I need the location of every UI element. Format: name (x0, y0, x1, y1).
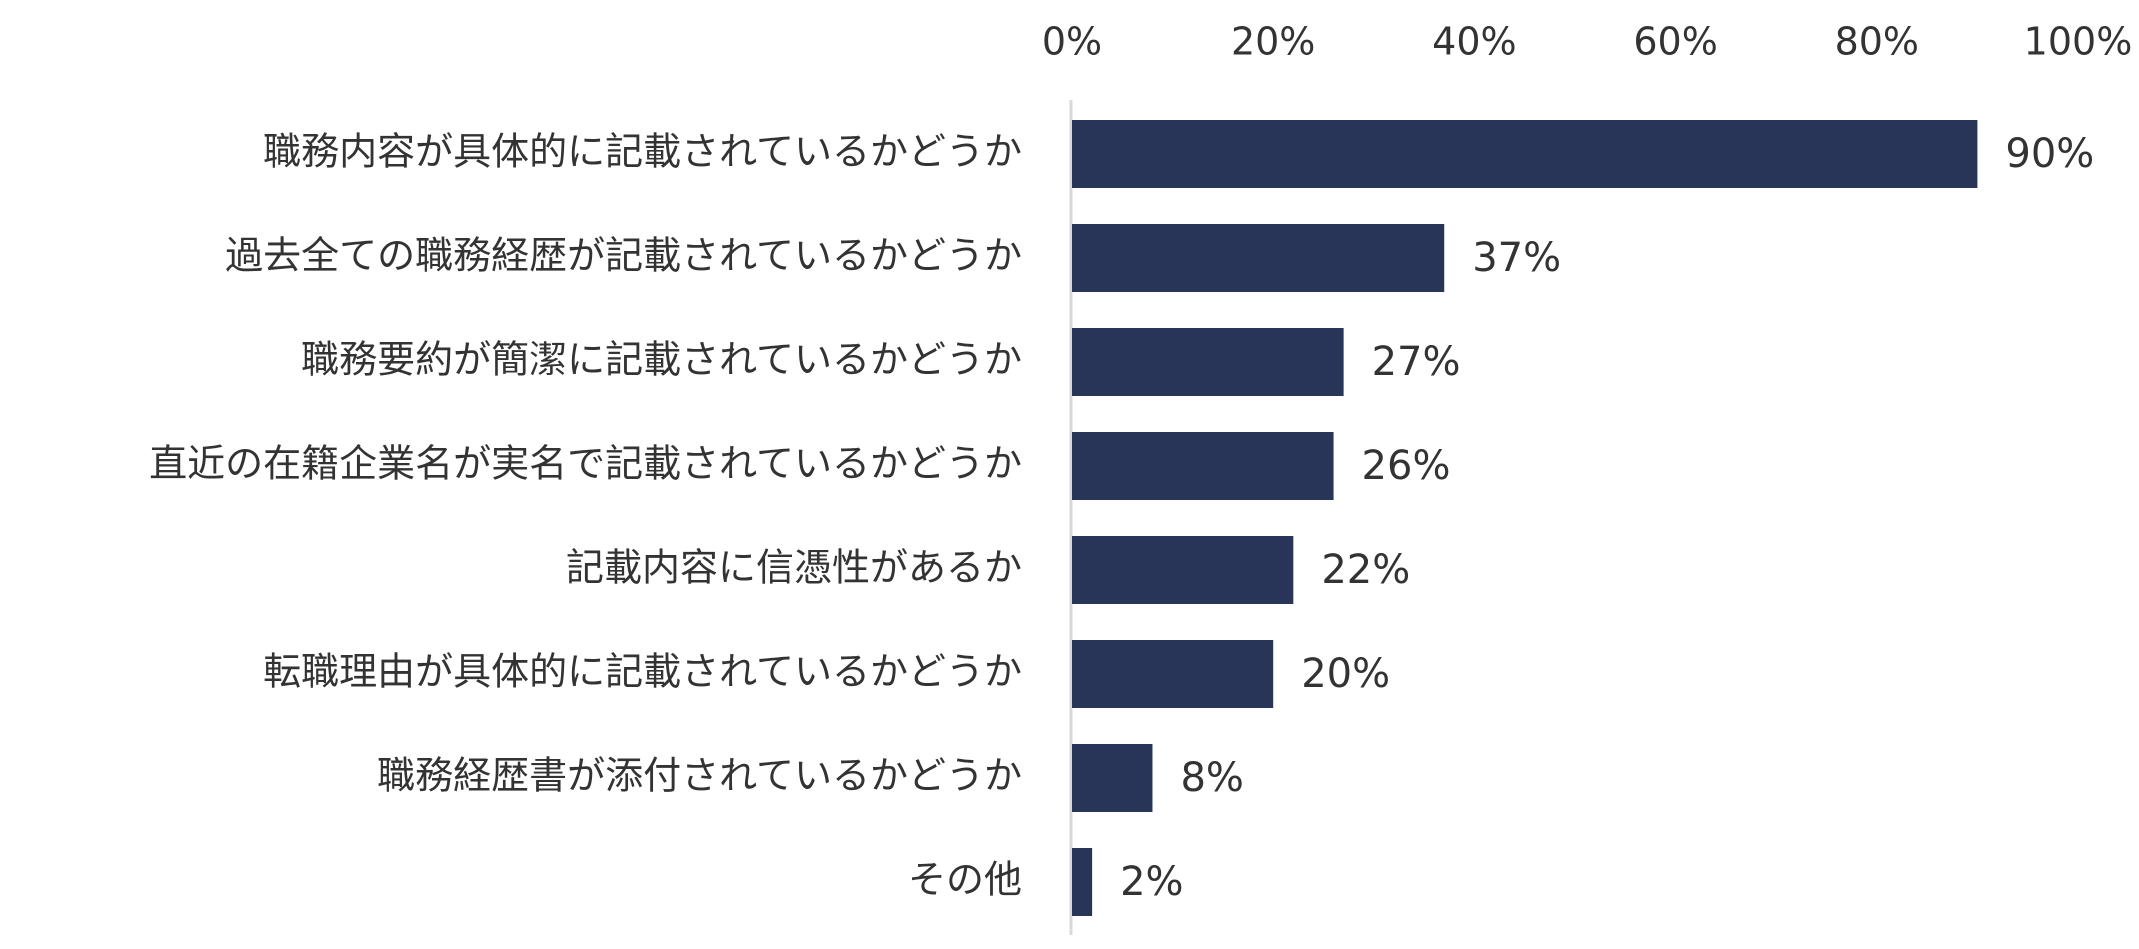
tick-label-80: 80% (1835, 20, 1919, 64)
tick-label-40: 40% (1432, 20, 1516, 64)
bar-4 (1072, 432, 1334, 500)
bars-group (1072, 120, 1978, 916)
tick-label-60: 60% (1633, 20, 1717, 64)
bar-1 (1072, 120, 1978, 188)
data-label-7: 8% (1180, 755, 1243, 801)
data-label-6: 20% (1301, 651, 1390, 697)
tick-label-0: 0% (1042, 20, 1102, 64)
category-labels: 職務内容が具体的に記載されているかどうか過去全ての職務経歴が記載されているかどう… (149, 130, 1022, 902)
data-label-8: 2% (1120, 859, 1183, 905)
category-label-7: 職務経歴書が添付されているかどうか (377, 754, 1022, 798)
bar-5 (1072, 536, 1294, 604)
data-label-2: 37% (1472, 235, 1561, 281)
bar-7 (1072, 744, 1153, 812)
data-label-3: 27% (1372, 339, 1461, 385)
category-label-1: 職務内容が具体的に記載されているかどうか (263, 130, 1022, 174)
category-label-3: 職務要約が簡潔に記載されているかどうか (301, 338, 1022, 382)
category-label-6: 転職理由が具体的に記載されているかどうか (263, 650, 1022, 694)
bar-3 (1072, 328, 1344, 396)
bar-2 (1072, 224, 1445, 292)
bar-8 (1072, 848, 1093, 916)
value-axis-ticks: 0% 20% 40% 60% 80% 100% (1042, 20, 2132, 64)
data-label-1: 90% (2005, 131, 2094, 177)
category-label-8: その他 (908, 858, 1022, 902)
data-label-5: 22% (1321, 547, 1410, 593)
category-label-5: 記載内容に信憑性があるか (566, 546, 1022, 590)
data-labels: 90% 37% 27% 26% 22% 20% 8% 2% (1120, 131, 2094, 905)
tick-label-20: 20% (1231, 20, 1315, 64)
bar-6 (1072, 640, 1274, 708)
tick-label-100: 100% (2024, 20, 2133, 64)
category-label-2: 過去全ての職務経歴が記載されているかどうか (225, 234, 1022, 278)
data-label-4: 26% (1362, 443, 1451, 489)
category-label-4: 直近の在籍企業名が実名で記載されているかどうか (149, 442, 1022, 486)
